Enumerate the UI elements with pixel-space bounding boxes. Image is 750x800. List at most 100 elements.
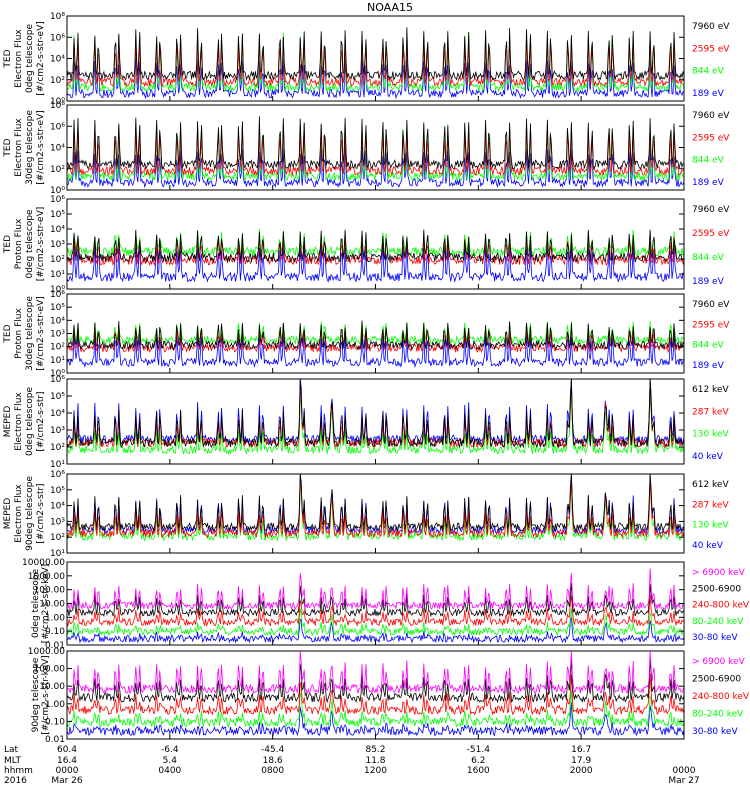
y-tick-label: 10⁵ (50, 392, 65, 402)
y-tick-label: 0.01 (45, 735, 65, 745)
y-axis-label: 0deg telescope (31, 569, 41, 639)
series-line-meped-proton-90deg-3 (66, 673, 685, 716)
x-tick-label: 0800 (261, 766, 284, 776)
legend-entry: 80-240 keV (692, 617, 744, 627)
x-tick-label: 85.2 (365, 745, 385, 755)
y-tick-label: 10⁰ (50, 285, 65, 295)
y-tick-label: 10⁴ (50, 144, 65, 154)
y-axis-label: 30deg telescope (25, 110, 35, 185)
y-axis-label: [#/cm2-s-str-keV] (41, 655, 51, 734)
legend-entry: 2595 eV (692, 44, 730, 54)
y-axis-label: MEPED (3, 406, 13, 438)
y-tick-label: 10⁵ (50, 210, 65, 220)
y-tick-label: 10² (50, 76, 65, 86)
series-line-meped-electron-90deg-3 (66, 483, 685, 542)
y-tick-label: 10.00 (39, 600, 65, 610)
panel-ted-proton-0deg: 10⁰ 10¹ 10² 10³ 10⁴ 10⁵ 10⁶ TED Proton Flux 0deg … (3, 195, 730, 295)
y-tick-label: 10³ (50, 517, 65, 527)
x-tick-label: 17.9 (571, 756, 591, 766)
y-tick-label: 10⁴ (50, 55, 65, 65)
legend-entry: 189 eV (692, 361, 725, 371)
y-axis-label: [#/cm2-s-str-eV] (36, 21, 46, 96)
legend-entry: 612 keV (692, 480, 729, 490)
legend-entry: 844 eV (692, 341, 725, 351)
x-row-label: 2016 (4, 776, 27, 786)
legend-entry: 2595 eV (692, 229, 730, 239)
legend-entry: 80-240 keV (692, 710, 744, 720)
x-tick-label: 16.7 (571, 745, 591, 755)
y-axis-label: MEPED (3, 498, 13, 530)
y-axis-label: 0deg telescope (25, 209, 35, 279)
y-tick-label: 10² (50, 165, 65, 175)
x-row-label: MLT (4, 756, 22, 766)
y-tick-label: 10⁴ (50, 409, 65, 419)
y-axis-label: [#/cm2-s-str-eV] (36, 110, 46, 185)
x-tick-label: 60.4 (57, 745, 77, 755)
y-axis-label: Electron Flux (14, 29, 24, 88)
panel-meped-electron-0deg: 10¹ 10² 10³ 10⁴ 10⁵ 10⁶ MEPED Electron Flux 0deg… (3, 375, 729, 470)
chart-title: NOAA15 (367, 1, 413, 14)
x-tick-label: 5.4 (163, 756, 178, 766)
y-tick-label: 10¹ (50, 549, 65, 559)
legend-entry: 612 keV (692, 385, 729, 395)
y-axis-label: TED (3, 138, 13, 157)
legend-entry: > 6900 keV (692, 657, 746, 667)
y-tick-label: 10⁸ (50, 12, 65, 22)
legend-entry: 844 eV (692, 156, 725, 166)
y-tick-label: 10000.00 (22, 558, 65, 568)
legend-entry: 130 keV (692, 430, 729, 440)
legend-entry: 7960 eV (692, 111, 730, 121)
y-axis-label: [#/cm2-s-str-eV] (36, 296, 46, 371)
y-tick-label: 10.00 (39, 682, 65, 692)
y-tick-label: 100.00 (34, 665, 66, 675)
legend-entry: 189 eV (692, 178, 725, 188)
y-tick-label: 10⁰ (50, 369, 65, 379)
y-tick-label: 10⁵ (50, 303, 65, 313)
x-tick-label: 0000 (56, 766, 79, 776)
y-axis-label: 90deg telescope (25, 476, 35, 551)
series-line-ted-electron-30deg-1 (66, 116, 685, 170)
y-axis-label: [#/cm2-s-str] (36, 391, 46, 451)
y-tick-label: 10³ (50, 240, 65, 250)
y-axis-label: Electron Flux (14, 392, 24, 451)
y-axis-label: TED (3, 324, 13, 343)
y-tick-label: 1.00 (45, 700, 65, 710)
y-tick-label: 10¹ (50, 356, 65, 366)
series-line-ted-proton-30deg-1 (66, 320, 685, 351)
y-axis-label: Electron Flux (14, 118, 24, 177)
y-tick-label: 0.10 (45, 717, 65, 727)
y-axis-label: Proton Flux (14, 308, 24, 359)
x-tick-label: 0000 (673, 766, 696, 776)
y-tick-label: 0.01 (45, 641, 65, 651)
legend-entry: 7960 eV (692, 22, 730, 32)
legend-entry: 130 keV (692, 521, 729, 531)
series-line-ted-electron-30deg-4 (66, 147, 685, 189)
panel-meped-electron-90deg: 10¹ 10² 10³ 10⁴ 10⁵ 10⁶ MEPED Electron Flux 90de… (3, 470, 729, 559)
panel-ted-electron-30deg: 10⁰ 10² 10⁴ 10⁶ 10⁸ TED Electron Flux 30deg tel… (3, 101, 730, 196)
panel-ted-electron-0deg: 10⁰ 10² 10⁴ 10⁶ 10⁸ TED Electron Flux 0deg tele… (3, 12, 730, 107)
y-tick-label: 10³ (50, 330, 65, 340)
y-tick-label: 10⁶ (50, 470, 65, 480)
y-axis-label: Electron Flux (14, 484, 24, 543)
y-tick-label: 10⁶ (50, 375, 65, 385)
legend-entry: 240-800 keV (692, 601, 750, 611)
y-tick-label: 10³ (50, 426, 65, 436)
x-tick-label: 2000 (570, 766, 593, 776)
series-line-meped-electron-90deg-1 (66, 473, 685, 533)
series-line-ted-electron-0deg-4 (66, 58, 685, 100)
legend-entry: 40 keV (692, 541, 724, 551)
y-axis-label: 90deg telescope (31, 657, 41, 732)
legend-entry: 844 eV (692, 67, 725, 77)
y-tick-label: 10⁵ (50, 486, 65, 496)
series-line-meped-electron-90deg-2 (66, 479, 685, 539)
y-tick-label: 10¹ (50, 270, 65, 280)
y-axis-label: TED (3, 235, 13, 254)
series-line-meped-electron-0deg-4 (66, 378, 685, 446)
y-tick-label: 1000.00 (28, 572, 65, 582)
series-line-ted-electron-0deg-1 (66, 27, 685, 82)
y-tick-label: 10⁰ (50, 97, 65, 107)
x-row-label: Lat (4, 745, 19, 755)
x-row-label: hhmm (4, 766, 33, 776)
